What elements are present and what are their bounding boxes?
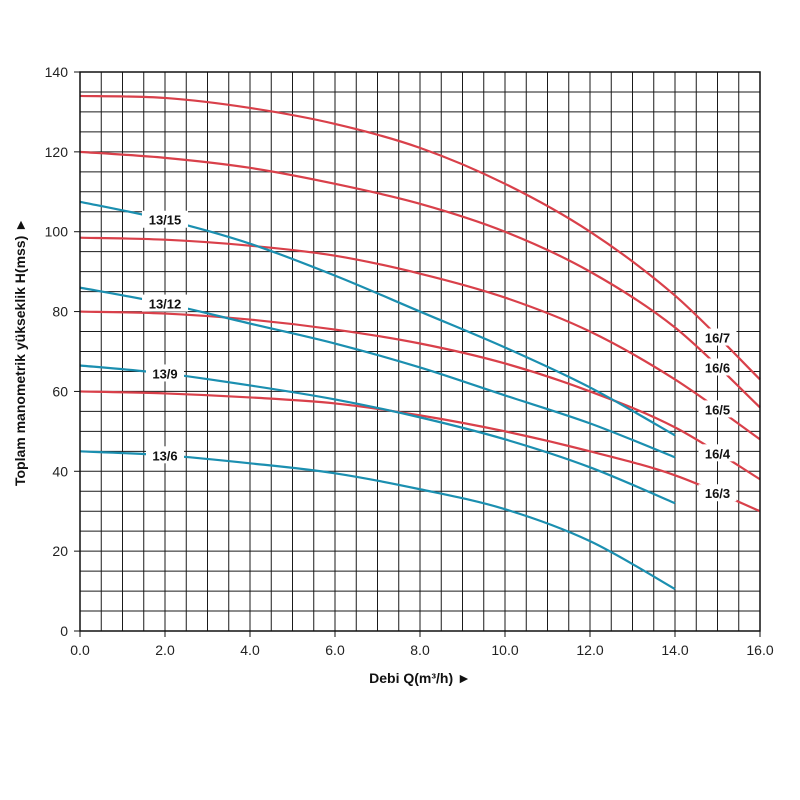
curve-label-bg — [698, 400, 737, 418]
x-tick-label: 12.0 — [576, 642, 603, 658]
curve-16-5 — [79, 236, 761, 441]
curve-label-bg — [146, 446, 184, 464]
curve-label-bg — [142, 294, 188, 312]
curve-label-bg — [698, 358, 737, 376]
curve-16-6 — [79, 150, 761, 409]
curve-label-16-3: 16/3 — [705, 486, 730, 501]
curve-label-bg — [698, 328, 737, 346]
x-tick-label: 0.0 — [70, 642, 90, 658]
curve-label-bg — [142, 210, 188, 228]
y-tick-label: 120 — [45, 144, 69, 160]
curve-label-13-12: 13/12 — [149, 297, 182, 312]
x-tick-label: 2.0 — [155, 642, 175, 658]
x-tick-label: 8.0 — [410, 642, 430, 658]
y-tick-label: 40 — [52, 463, 68, 479]
curve-label-13-9: 13/9 — [152, 366, 177, 381]
y-tick-label: 60 — [52, 383, 68, 399]
y-tick-label: 20 — [52, 543, 68, 559]
y-tick-label: 80 — [52, 304, 68, 320]
y-tick-label: 100 — [45, 224, 69, 240]
curve-16-7 — [79, 94, 761, 381]
curve-label-13-15: 13/15 — [149, 213, 182, 228]
curve-label-bg — [146, 364, 184, 382]
curve-label-16-5: 16/5 — [705, 402, 730, 417]
grid — [79, 71, 761, 632]
x-tick-label: 10.0 — [491, 642, 518, 658]
y-tick-label: 0 — [60, 623, 68, 639]
curve-label-16-6: 16/6 — [705, 360, 730, 375]
curve-label-16-7: 16/7 — [705, 331, 730, 346]
curve-label-16-4: 16/4 — [705, 446, 731, 461]
x-tick-label: 4.0 — [240, 642, 260, 658]
x-axis-title: Debi Q(m³/h) ► — [369, 670, 471, 686]
x-tick-label: 6.0 — [325, 642, 345, 658]
y-axis-title: Toplam manometrik yükseklik H(mss) ► — [12, 218, 28, 486]
x-tick-label: 16.0 — [746, 642, 773, 658]
curve-label-13-6: 13/6 — [152, 448, 177, 463]
y-axis-ticks: 0 20 40 60 80 100 120 140 — [45, 64, 80, 639]
curve-label-bg — [698, 484, 737, 502]
y-tick-label: 140 — [45, 64, 69, 80]
x-axis-ticks: 0.0 2.0 4.0 6.0 8.0 10.0 12.0 14.0 16.0 — [70, 631, 774, 658]
curve-labels: 16/7 16/6 16/5 16/4 16/3 13/15 13/12 13/9 13/6 — [142, 210, 737, 502]
curve-label-bg — [698, 444, 737, 462]
x-tick-label: 14.0 — [661, 642, 688, 658]
